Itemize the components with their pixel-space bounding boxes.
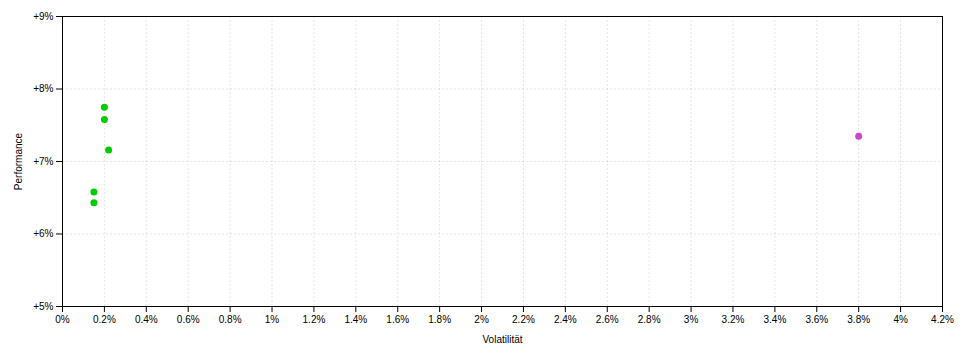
svg-text:1.2%: 1.2% [303, 314, 326, 325]
svg-text:+5%: +5% [33, 301, 53, 312]
svg-text:2%: 2% [474, 314, 489, 325]
svg-text:0.2%: 0.2% [93, 314, 116, 325]
svg-text:2.2%: 2.2% [512, 314, 535, 325]
svg-text:0.6%: 0.6% [177, 314, 200, 325]
svg-text:+8%: +8% [33, 83, 53, 94]
svg-text:0.8%: 0.8% [219, 314, 242, 325]
svg-text:3.4%: 3.4% [763, 314, 786, 325]
svg-text:1.6%: 1.6% [386, 314, 409, 325]
svg-text:3.8%: 3.8% [847, 314, 870, 325]
svg-text:0.4%: 0.4% [135, 314, 158, 325]
svg-text:Volatilität: Volatilität [482, 334, 522, 345]
svg-text:+9%: +9% [33, 11, 53, 22]
svg-text:1.4%: 1.4% [344, 314, 367, 325]
svg-text:2.4%: 2.4% [554, 314, 577, 325]
svg-text:+7%: +7% [33, 156, 53, 167]
svg-text:2.6%: 2.6% [596, 314, 619, 325]
svg-text:Performance: Performance [13, 132, 24, 190]
svg-text:2.8%: 2.8% [638, 314, 661, 325]
svg-text:0%: 0% [55, 314, 70, 325]
svg-text:3.6%: 3.6% [805, 314, 828, 325]
svg-text:+6%: +6% [33, 228, 53, 239]
svg-text:4.2%: 4.2% [931, 314, 954, 325]
svg-text:3.2%: 3.2% [722, 314, 745, 325]
svg-text:3%: 3% [684, 314, 699, 325]
svg-text:1.8%: 1.8% [428, 314, 451, 325]
svg-text:1%: 1% [265, 314, 280, 325]
svg-text:4%: 4% [893, 314, 908, 325]
